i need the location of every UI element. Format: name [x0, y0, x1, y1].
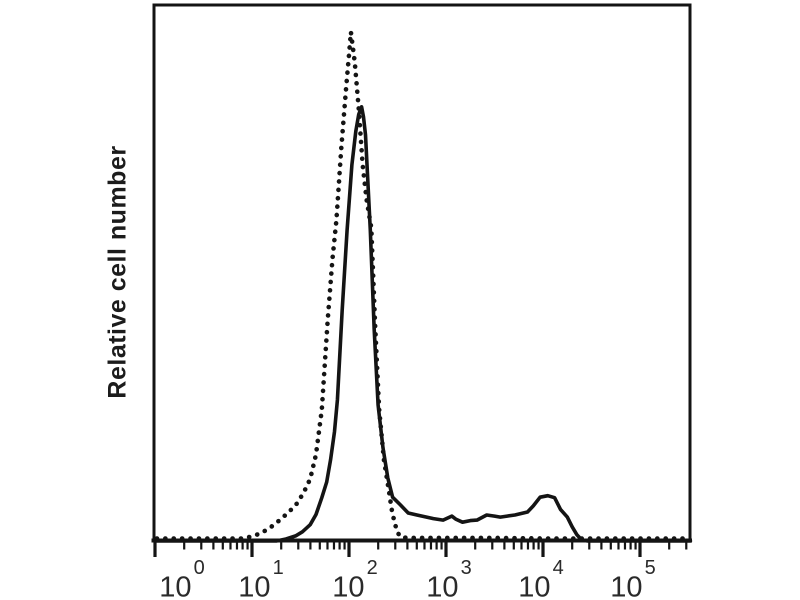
tick-exponent: 2 — [366, 557, 378, 579]
control-curve-dotted — [154, 29, 693, 541]
tick-exponent: 4 — [552, 557, 564, 579]
tick-exponent: 3 — [460, 557, 472, 579]
y-axis-label: Relative cell number — [103, 145, 132, 399]
tick-base: 10 — [238, 571, 271, 600]
tick-exponent: 1 — [272, 557, 284, 579]
tick-base: 10 — [332, 571, 365, 600]
sample-curve-solid — [155, 105, 693, 543]
tick-exponent: 0 — [193, 557, 205, 579]
x-tick-label-10e0: 100 — [159, 558, 204, 600]
x-tick-label-10e2: 102 — [332, 558, 377, 600]
tick-base: 10 — [518, 571, 551, 600]
tick-base: 10 — [610, 571, 643, 600]
tick-base: 10 — [426, 571, 459, 600]
tick-exponent: 5 — [644, 557, 656, 579]
x-tick-label-10e5: 105 — [610, 558, 655, 600]
x-tick-label-10e3: 103 — [426, 558, 471, 600]
x-tick-label-10e1: 101 — [238, 558, 283, 600]
plot-border — [152, 3, 692, 542]
x-axis-ticks — [153, 542, 688, 557]
tick-base: 10 — [159, 571, 192, 600]
x-tick-label-10e4: 104 — [518, 558, 563, 600]
